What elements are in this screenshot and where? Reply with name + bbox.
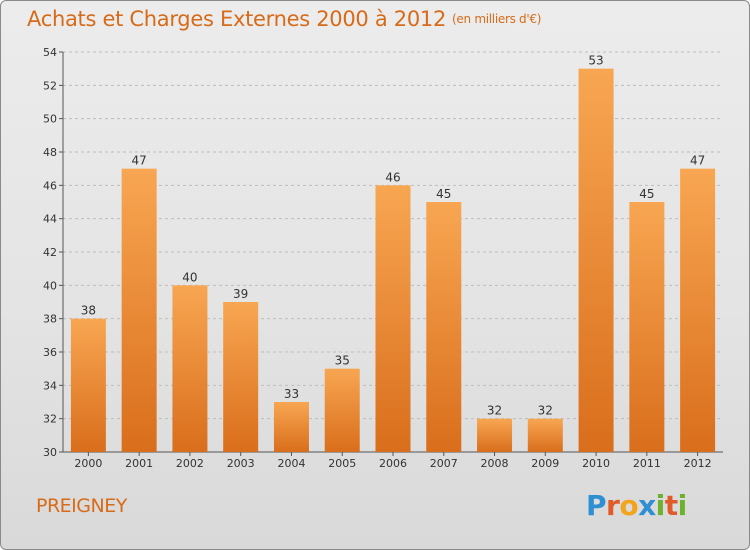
bar <box>578 68 614 453</box>
y-tick-label: 46 <box>43 179 57 192</box>
bar <box>426 202 462 452</box>
bars <box>70 68 716 453</box>
bar-value-label: 47 <box>690 154 705 168</box>
x-tick-label: 2009 <box>531 457 559 470</box>
bar-value-label: 33 <box>284 387 299 401</box>
x-tick-label: 2007 <box>430 457 458 470</box>
city-name: PREIGNEY <box>36 495 127 517</box>
bar <box>680 168 716 452</box>
y-tick-label: 50 <box>43 113 57 126</box>
bar <box>172 285 208 452</box>
proxiti-logo: Proxiti <box>586 489 687 522</box>
x-tick-label: 2012 <box>684 457 712 470</box>
bar <box>273 402 309 452</box>
x-tick-label: 2005 <box>328 457 356 470</box>
title-unit: (en milliers d'€) <box>452 12 542 26</box>
bar <box>324 368 360 452</box>
y-tick-label: 36 <box>43 346 57 359</box>
chart-title: Achats et Charges Externes 2000 à 2012 (e… <box>27 7 541 31</box>
bar-value-label: 45 <box>639 187 654 201</box>
logo-letter: i <box>655 489 666 522</box>
bar <box>70 318 106 452</box>
title-text: Achats et Charges Externes 2000 à 2012 <box>27 7 447 31</box>
bar-value-label: 38 <box>81 304 96 318</box>
x-tick-label: 2006 <box>379 457 407 470</box>
bar-value-label: 46 <box>385 170 400 184</box>
bar <box>121 168 157 452</box>
x-tick-label: 2011 <box>633 457 661 470</box>
x-tick-label: 2002 <box>176 457 204 470</box>
y-tick-label: 48 <box>43 146 57 159</box>
logo-letter: i <box>677 489 688 522</box>
logo-letter: t <box>664 489 678 522</box>
y-tick-label: 44 <box>43 213 57 226</box>
logo-letter: o <box>619 489 639 522</box>
x-tick-label: 2010 <box>582 457 610 470</box>
x-tick-label: 2000 <box>74 457 102 470</box>
logo-letter: x <box>638 489 656 522</box>
bar <box>527 418 563 452</box>
bar-value-label: 47 <box>132 154 147 168</box>
x-tick-label: 2008 <box>481 457 509 470</box>
bar <box>477 418 513 452</box>
y-tick-label: 32 <box>43 413 57 426</box>
x-tick-label: 2004 <box>277 457 305 470</box>
logo-letter: r <box>606 489 620 522</box>
y-tick-label: 34 <box>43 379 57 392</box>
bar-value-label: 32 <box>538 404 553 418</box>
logo-letter: P <box>586 489 607 522</box>
bar-value-label: 53 <box>588 54 603 68</box>
x-tick-label: 2001 <box>125 457 153 470</box>
bar <box>223 302 259 452</box>
bar-value-label: 35 <box>335 354 350 368</box>
x-tick-label: 2003 <box>227 457 255 470</box>
y-tick-label: 52 <box>43 79 57 92</box>
y-tick-label: 40 <box>43 279 57 292</box>
tick-labels: 30 32 34 36 38 40 42 44 46 48 50 52 54 2000 2001 2002 20… <box>43 46 712 470</box>
y-tick-label: 54 <box>43 46 57 59</box>
bar <box>629 202 665 452</box>
y-tick-label: 30 <box>43 446 57 459</box>
bar-value-label: 40 <box>182 270 197 284</box>
bar-value-label: 32 <box>487 404 502 418</box>
y-tick-label: 42 <box>43 246 57 259</box>
data-labels: 38 47 40 39 33 35 46 45 32 32 53 45 47 <box>81 54 706 418</box>
bar-value-label: 45 <box>436 187 451 201</box>
y-tick-label: 38 <box>43 313 57 326</box>
bar-value-label: 39 <box>233 287 248 301</box>
bar <box>375 185 411 453</box>
